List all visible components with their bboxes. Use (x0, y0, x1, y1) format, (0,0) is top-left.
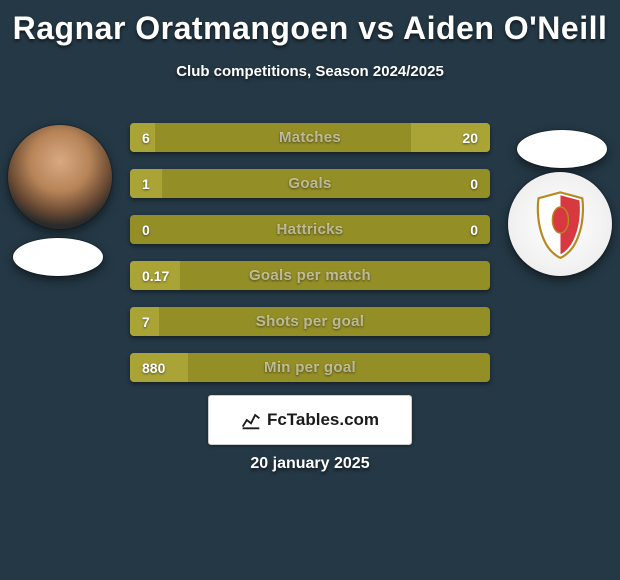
bar-label: Shots per goal (130, 307, 490, 336)
date-line: 20 january 2025 (0, 455, 620, 473)
brand-badge: FcTables.com (208, 395, 412, 445)
bar-left-fill (130, 307, 159, 336)
bar-left-fill (130, 169, 162, 198)
stat-bar-row: Shots per goal7 (130, 307, 490, 336)
stat-bar-row: Goals10 (130, 169, 490, 198)
bar-label: Hattricks (130, 215, 490, 244)
chart-icon (241, 410, 261, 430)
shield-icon (524, 188, 597, 261)
bar-value-right: 0 (458, 169, 490, 198)
player-right-avatar (517, 130, 607, 168)
stat-bar-row: Hattricks0 0 (130, 215, 490, 244)
comparison-card: Ragnar Oratmangoen vs Aiden O'Neill Club… (0, 0, 620, 580)
subtitle: Club competitions, Season 2024/2025 (0, 63, 620, 80)
bar-value-left: 0 (130, 215, 162, 244)
club-left-badge (13, 238, 103, 276)
bar-left-fill (130, 353, 188, 382)
stat-bar-row: Min per goal880 (130, 353, 490, 382)
bar-value-right: 0 (458, 215, 490, 244)
club-right-badge (508, 172, 612, 276)
title: Ragnar Oratmangoen vs Aiden O'Neill (0, 0, 620, 47)
bar-left-fill (130, 261, 180, 290)
bar-label: Goals (130, 169, 490, 198)
bar-right-fill (411, 123, 490, 152)
stat-bars: Matches620Goals10Hattricks00Goals per ma… (130, 123, 490, 399)
stat-bar-row: Matches620 (130, 123, 490, 152)
player-left-avatar (8, 125, 112, 229)
brand-text: FcTables.com (267, 410, 379, 430)
bar-left-fill (130, 123, 155, 152)
bar-label: Goals per match (130, 261, 490, 290)
stat-bar-row: Goals per match0.17 (130, 261, 490, 290)
